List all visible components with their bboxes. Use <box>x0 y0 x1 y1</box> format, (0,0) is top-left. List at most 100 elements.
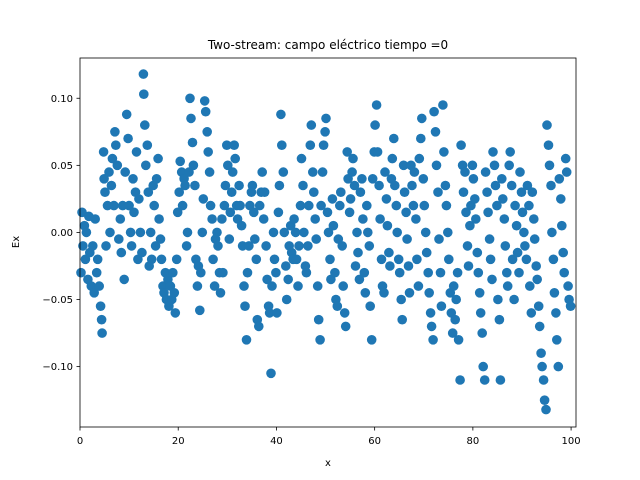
data-point <box>509 294 519 305</box>
data-point <box>224 234 235 244</box>
data-point <box>208 254 218 265</box>
data-point <box>370 120 380 130</box>
data-point <box>434 234 444 244</box>
data-point <box>416 133 426 144</box>
data-point <box>366 335 377 345</box>
data-point <box>327 194 338 204</box>
data-point <box>95 301 106 312</box>
data-point <box>440 180 451 191</box>
data-point <box>134 194 144 204</box>
y-tick-label: 0.05 <box>51 161 73 172</box>
data-point <box>546 180 556 191</box>
data-point <box>473 267 484 278</box>
data-point <box>175 156 185 167</box>
data-point <box>249 207 259 218</box>
data-point <box>281 294 292 305</box>
data-point <box>505 147 515 157</box>
data-point <box>186 113 196 124</box>
data-point <box>429 106 439 117</box>
data-point <box>96 314 107 325</box>
x-axis-ticks: 0 20 40 60 80 100 <box>77 427 581 447</box>
data-point <box>551 308 561 318</box>
data-point <box>299 227 309 238</box>
data-point <box>444 254 454 265</box>
data-point <box>560 153 571 164</box>
data-point <box>339 308 350 318</box>
data-point <box>88 241 98 251</box>
data-point <box>385 261 395 271</box>
data-point <box>529 234 540 244</box>
data-point <box>154 214 164 224</box>
data-point <box>512 247 523 258</box>
data-point <box>200 106 211 117</box>
data-point <box>111 140 121 150</box>
data-point <box>488 147 498 157</box>
data-point <box>94 281 104 291</box>
data-point <box>76 267 86 278</box>
data-point <box>461 207 471 218</box>
data-point <box>394 267 405 278</box>
data-point <box>196 267 206 278</box>
data-point <box>525 281 535 291</box>
data-point <box>417 113 427 124</box>
data-point <box>447 328 458 338</box>
data-point <box>516 187 527 197</box>
data-point <box>311 234 322 244</box>
data-point <box>553 361 564 372</box>
data-point <box>204 167 215 177</box>
data-point <box>465 220 475 231</box>
data-point <box>313 314 324 325</box>
data-point <box>367 174 378 184</box>
data-point <box>202 127 212 137</box>
data-point <box>308 167 318 177</box>
data-point <box>539 395 550 406</box>
data-point <box>511 220 522 231</box>
data-point <box>565 301 576 312</box>
data-point <box>452 267 463 278</box>
data-point <box>371 100 382 110</box>
data-point <box>97 328 107 338</box>
data-point <box>533 301 544 312</box>
data-point <box>435 267 446 278</box>
data-point <box>325 254 335 265</box>
data-point <box>352 227 362 238</box>
data-point <box>515 167 525 177</box>
data-point <box>520 241 530 251</box>
data-point <box>342 147 353 157</box>
data-point <box>403 261 414 271</box>
data-point <box>538 375 549 385</box>
data-point <box>114 234 124 244</box>
data-point <box>522 180 533 191</box>
data-point <box>413 281 424 291</box>
data-point <box>479 375 490 385</box>
data-point <box>407 180 417 191</box>
data-point <box>116 247 127 258</box>
data-point <box>290 227 301 238</box>
data-point <box>281 261 291 271</box>
data-point <box>303 241 313 251</box>
data-point <box>304 200 314 211</box>
x-axis-label: x <box>325 458 331 469</box>
data-point <box>323 227 334 238</box>
data-point <box>264 308 275 318</box>
data-point <box>239 281 249 291</box>
data-point <box>498 194 508 204</box>
data-point <box>554 174 565 184</box>
data-point <box>380 167 390 177</box>
data-point <box>120 167 130 177</box>
data-point <box>262 274 272 285</box>
data-point <box>424 288 435 298</box>
data-point <box>274 180 285 191</box>
y-tick-label: −0.05 <box>42 295 73 306</box>
data-point <box>548 254 559 265</box>
data-point <box>253 321 264 332</box>
data-point <box>330 267 340 278</box>
data-point <box>524 200 534 211</box>
data-point <box>493 294 503 305</box>
data-point <box>229 140 239 150</box>
y-tick-label: −0.10 <box>42 362 73 373</box>
data-point <box>155 234 166 244</box>
data-point <box>91 267 102 278</box>
data-point <box>439 147 449 157</box>
data-point <box>344 207 355 218</box>
